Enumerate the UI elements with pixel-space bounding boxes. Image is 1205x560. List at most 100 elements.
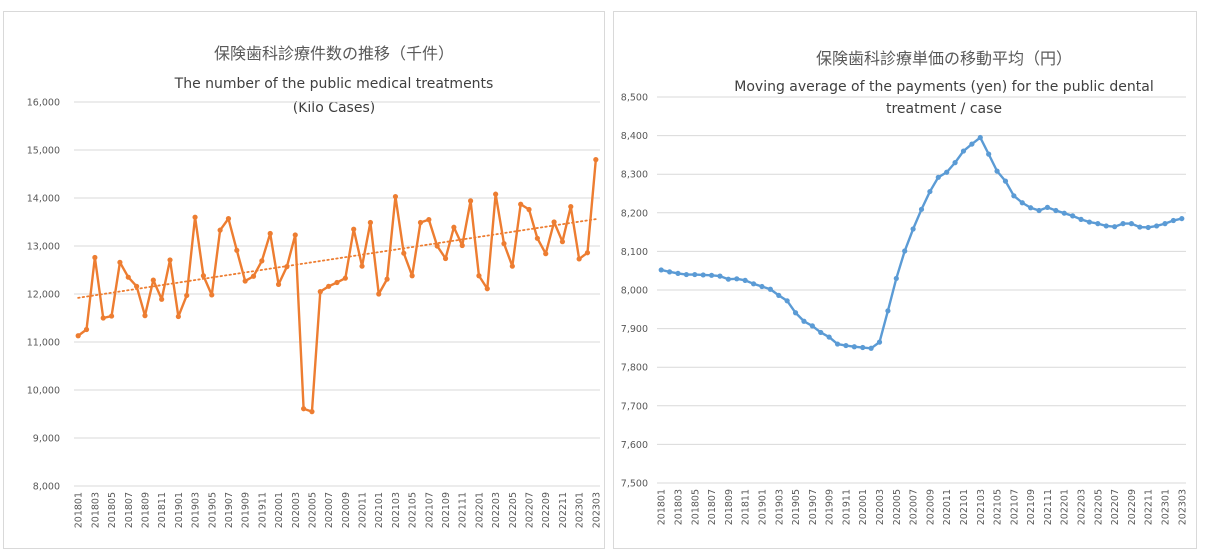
chart-panel-payments: 保険歯科診療単価の移動平均（円） Moving average of the pa… [613,11,1197,549]
x-tick-label: 202303 [1177,489,1188,525]
x-tick-label: 201911 [841,489,852,525]
x-tick-label: 202209 [541,492,552,528]
x-tick-label: 202105 [993,489,1004,525]
data-point [292,232,298,238]
x-tick-label: 201905 [207,492,218,528]
data-point [284,264,290,270]
y-tick-label: 9,000 [33,434,60,445]
data-point [851,344,857,350]
data-point [935,174,941,180]
x-tick-label: 202107 [1009,489,1020,525]
x-tick-label: 202301 [1161,489,1172,525]
data-point [683,271,689,278]
data-point [1078,216,1084,222]
data-point [818,329,824,336]
x-tick-label: 202301 [575,492,586,528]
data-point [267,230,273,237]
x-tick-label: 201903 [191,492,202,528]
y-tick-label: 8,000 [33,482,60,493]
data-point [1112,224,1118,230]
data-point [392,193,399,200]
data-point [1036,207,1042,214]
x-tick-label: 202007 [909,489,920,525]
data-point [367,219,373,226]
y-tick-label: 7,800 [621,363,648,374]
data-point [200,273,207,279]
data-point [1061,210,1067,216]
x-tick-label: 202005 [307,492,318,528]
x-tick-label: 202001 [274,492,285,528]
x-tick-label: 201807 [124,492,135,528]
data-point [1053,207,1059,214]
data-point [100,315,106,321]
series-line [77,159,598,413]
data-point [534,235,540,241]
data-point [209,292,215,298]
data-point [359,263,365,269]
data-point [467,198,474,204]
y-tick-label: 7,700 [621,401,648,412]
data-point [1028,205,1034,211]
x-tick-label: 202211 [1144,489,1155,525]
data-point [301,406,307,412]
data-point [175,313,181,320]
x-tick-label: 202203 [1077,489,1088,525]
x-tick-label: 202205 [1093,489,1104,525]
data-point [217,227,223,233]
chart-cases: 保険歯科診療件数の推移（千件） The number of the public … [27,44,603,528]
chart-title-ja: 保険歯科診療単価の移動平均（円） [816,49,1072,68]
data-point [742,277,748,283]
x-tick-label: 201801 [657,489,668,525]
data-point [658,267,664,273]
x-tick-label: 201907 [808,489,819,525]
x-tick-label: 202007 [324,492,335,528]
x-tick-label: 201905 [791,489,802,525]
data-point [952,160,958,166]
x-tick-label: 201805 [107,492,118,528]
chart-title-en-line1: The number of the public medical treatme… [174,76,494,92]
data-point [801,318,807,324]
x-tick-label: 202101 [374,492,385,528]
x-tick-label: 201809 [140,492,151,528]
data-point [584,250,591,256]
data-point [910,226,916,232]
data-point [1103,223,1109,229]
data-point [860,344,866,351]
x-tick-label: 202109 [441,492,452,528]
data-point [342,275,348,281]
y-tick-label: 8,500 [621,93,648,104]
data-point [960,148,967,154]
x-tick-label: 202105 [408,492,419,528]
y-tick-label: 11,000 [27,338,60,349]
y-tick-label: 8,000 [621,286,648,297]
data-point [944,169,950,175]
x-tick-label: 201907 [224,492,235,528]
y-tick-label: 12,000 [27,290,60,301]
x-tick-label: 201909 [241,492,252,528]
data-point [834,341,841,347]
data-point [1044,204,1051,210]
x-tick-label: 202011 [942,489,953,525]
chart-title-en-line2: treatment / case [886,101,1002,117]
x-tick-label: 202103 [391,492,402,528]
chart-title-en-line1: Moving average of the payments (yen) for… [734,79,1153,95]
data-point [1086,219,1093,225]
x-tick-label: 202107 [424,492,435,528]
data-point [1095,221,1101,227]
data-point [1002,178,1009,184]
data-point [717,273,723,279]
x-tick-label: 202005 [892,489,903,525]
data-point [843,342,849,349]
y-tick-label: 8,100 [621,247,648,258]
data-point [409,273,415,279]
x-tick-label: 201909 [825,489,836,525]
chart-title-ja: 保険歯科診療件数の推移（千件） [214,44,454,63]
x-tick-label: 201805 [690,489,701,525]
x-tick-label: 202111 [458,492,469,528]
data-point [117,259,123,265]
data-point [543,251,549,257]
data-point [92,254,98,261]
data-point [918,206,925,212]
data-point [108,313,115,319]
data-point [1162,221,1168,227]
